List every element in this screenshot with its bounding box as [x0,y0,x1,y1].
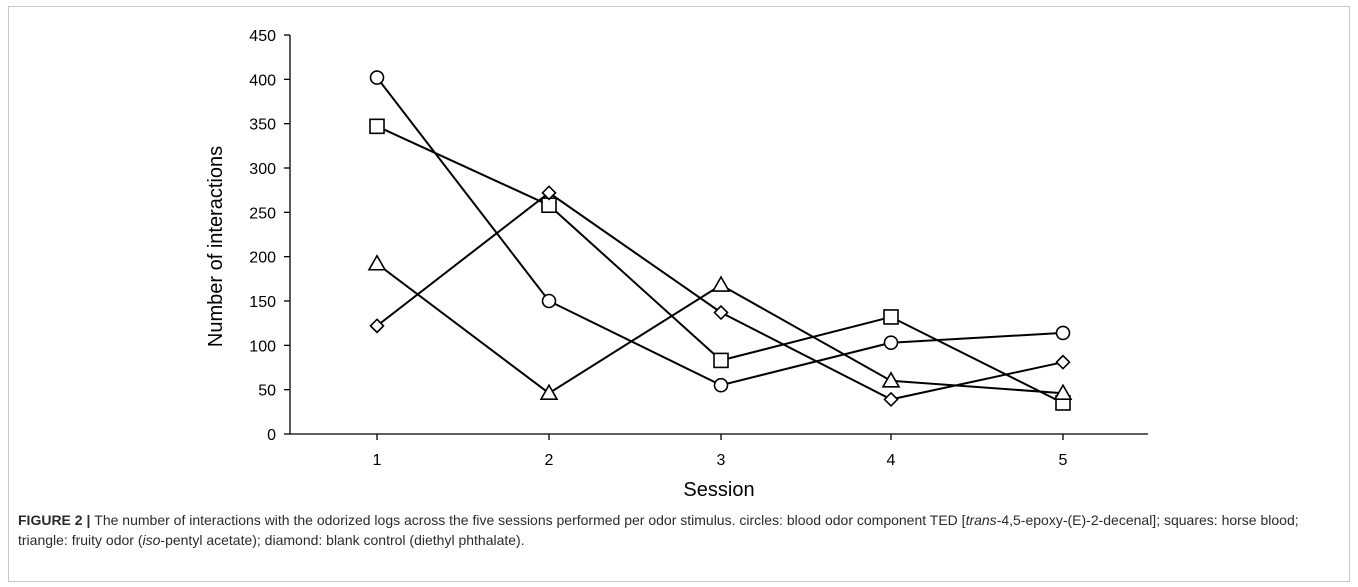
diamond-marker [541,185,557,201]
circle-marker [1055,325,1071,341]
caption-separator: | [82,512,95,528]
square-marker [369,118,385,135]
caption-text-1: The number of interactions with the odor… [94,512,966,528]
circle-marker [541,293,557,309]
diamond-marker [369,318,385,334]
y-tick-label: 50 [258,383,276,400]
diamond-marker [883,391,899,408]
caption-italic-1: trans [965,512,997,528]
y-tick-label: 0 [267,427,276,444]
line-chart: 0 50 100 150 200 250 300 350 400 450 1 2 3 4 5 Session N… [205,28,1148,501]
y-tick-label: 100 [249,338,276,355]
diamond-marker [1055,354,1071,370]
square-marker [883,309,899,325]
y-tick-label: 450 [249,28,276,45]
series-line-circle [376,76,1064,387]
caption-italic-2: iso [142,532,161,548]
x-tick-label: 4 [887,452,896,469]
square-marker [713,352,729,369]
figure-frame [8,6,1350,582]
triangle-marker [711,275,731,292]
figure-label: FIGURE 2 [18,512,83,528]
caption-text-3: -pentyl acetate); diamond: blank control… [160,532,525,548]
y-tick-label: 150 [249,294,276,311]
triangle-marker [1053,383,1073,401]
triangle-marker [539,383,559,401]
caption-text-2: -4,5-epoxy-(E)-2-decenal]; squares: hors… [18,512,1299,548]
x-tick-label: 2 [545,452,554,469]
figure-caption: FIGURE 2 | The number of interactions wi… [18,510,1328,550]
series-line-diamond [376,191,1064,401]
circle-marker [713,377,729,393]
x-tick-label: 3 [717,452,726,469]
y-tick-label: 200 [249,250,276,267]
y-tick-label: 350 [249,117,276,134]
triangle-marker [367,254,387,271]
x-tick-label: 1 [373,452,382,469]
x-tick-label: 5 [1059,452,1068,469]
y-tick-label: 400 [249,72,276,89]
y-axis-title: Number of interactions [205,146,227,347]
diamond-marker [713,304,729,321]
triangle-marker [881,371,901,388]
circle-marker [369,70,385,85]
x-axis-title: Session [683,479,754,501]
y-tick-label: 300 [249,161,276,178]
y-tick-label: 250 [249,205,276,222]
circle-marker [883,335,899,350]
